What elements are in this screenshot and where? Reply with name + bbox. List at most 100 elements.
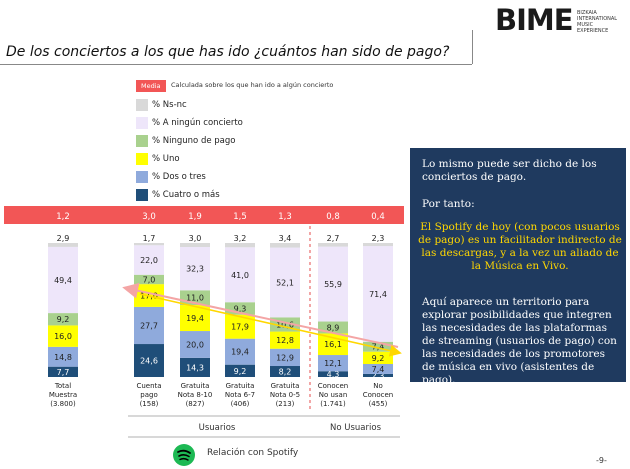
trend-arrow-red bbox=[122, 282, 399, 348]
relation-label: Relación con Spotify bbox=[207, 448, 299, 458]
bar-segment bbox=[270, 348, 300, 367]
media-tag: Media bbox=[136, 80, 166, 92]
panel-paragraph-4: Aquí aparece un territorio para explorar… bbox=[422, 296, 617, 386]
bar-value-label: 19,4 bbox=[231, 348, 249, 357]
bar-segment bbox=[48, 346, 78, 367]
bar-value-label: 9,3 bbox=[234, 304, 247, 313]
bar-segment bbox=[363, 364, 393, 374]
bar-segment bbox=[270, 243, 300, 248]
logo-text: BIME bbox=[495, 3, 574, 37]
bar-segment bbox=[225, 364, 255, 377]
group-label: Usuarios bbox=[199, 423, 236, 433]
category-label: (827) bbox=[186, 400, 205, 408]
bar-segment bbox=[270, 366, 300, 377]
bar-value-label: 49,4 bbox=[54, 276, 72, 285]
bime-logo: BIME BIZKAIA INTERNATIONAL MUSIC EXPERIE… bbox=[495, 5, 625, 35]
bar-value-label: 10,6 bbox=[276, 320, 294, 329]
panel-highlight: El Spotify de hoy (con pocos usuarios de… bbox=[418, 221, 622, 272]
bar-segment bbox=[363, 243, 393, 247]
bar-value-label: 22,0 bbox=[140, 256, 158, 265]
bar-value-label: 8,2 bbox=[279, 368, 292, 377]
bar-segment bbox=[180, 331, 210, 358]
category-label: pago bbox=[140, 391, 157, 399]
bar-value-label: 3,4 bbox=[279, 234, 292, 243]
bar-segment bbox=[318, 371, 348, 377]
bar-segment bbox=[225, 314, 255, 339]
legend-label: % Cuatro o más bbox=[152, 190, 220, 200]
bar-value-label: 32,3 bbox=[186, 265, 204, 274]
bar-segment bbox=[48, 325, 78, 347]
bar-segment bbox=[48, 313, 78, 326]
title-underline bbox=[0, 64, 472, 65]
bar-value-label: 24,6 bbox=[140, 357, 158, 366]
bar-value-label: 20,0 bbox=[186, 340, 204, 349]
media-value: 1,2 bbox=[56, 212, 70, 222]
category-label: (1.741) bbox=[320, 400, 346, 408]
bar-value-label: 2,9 bbox=[57, 234, 70, 243]
page-number: -9- bbox=[596, 456, 607, 465]
media-value: 3,0 bbox=[142, 212, 156, 222]
media-band bbox=[4, 206, 404, 224]
bar-segment bbox=[134, 274, 164, 285]
bar-value-label: 9,2 bbox=[372, 354, 385, 363]
legend-label: % Dos o tres bbox=[152, 172, 206, 182]
legend-swatch bbox=[136, 153, 148, 165]
bar-value-label: 2,3 bbox=[372, 371, 385, 380]
bar-segment bbox=[180, 247, 210, 291]
commentary-panel: Lo mismo puede ser dicho de los conciert… bbox=[410, 148, 626, 386]
bar-segment bbox=[363, 351, 393, 365]
media-value: 0,4 bbox=[371, 212, 385, 222]
category-label: Gratuita bbox=[271, 382, 300, 390]
bar-value-label: 12,9 bbox=[276, 353, 294, 362]
bar-value-label: 52,1 bbox=[276, 278, 294, 287]
bar-value-label: 71,4 bbox=[369, 290, 387, 299]
legend-label: % A ningún concierto bbox=[152, 118, 243, 128]
bar-segment bbox=[48, 243, 78, 247]
category-label: Conocen bbox=[318, 382, 348, 390]
bar-value-label: 14,3 bbox=[186, 363, 204, 372]
category-label: Gratuita bbox=[181, 382, 210, 390]
logo-subtitle: BIZKAIA INTERNATIONAL MUSIC EXPERIENCE bbox=[577, 10, 618, 34]
bar-segment bbox=[363, 373, 393, 377]
bar-value-label: 16,0 bbox=[54, 332, 72, 341]
legend-swatch bbox=[136, 99, 148, 111]
media-note: Calculada sobre los que han ido a algún … bbox=[171, 81, 334, 89]
bar-value-label: 8,9 bbox=[327, 323, 340, 332]
media-value: 0,8 bbox=[326, 212, 340, 222]
category-label: Nota 0-5 bbox=[270, 391, 300, 399]
bar-value-label: 2,3 bbox=[372, 234, 385, 243]
bar-segment bbox=[318, 321, 348, 334]
bar-segment bbox=[318, 243, 348, 247]
bar-value-label: 3,2 bbox=[234, 234, 247, 243]
bar-value-label: 27,7 bbox=[140, 321, 158, 330]
bar-value-label: 12,8 bbox=[276, 336, 294, 345]
spotify-icon-wave bbox=[177, 449, 191, 454]
bar-value-label: 9,2 bbox=[234, 367, 247, 376]
category-label: (158) bbox=[140, 400, 159, 408]
bar-value-label: 19,4 bbox=[186, 314, 204, 323]
title-rule-vertical bbox=[472, 30, 473, 64]
bar-value-label: 55,9 bbox=[324, 280, 342, 289]
legend-swatch bbox=[136, 117, 148, 129]
category-label: Muestra bbox=[49, 391, 77, 399]
bar-segment bbox=[363, 246, 393, 342]
legend-swatch bbox=[136, 171, 148, 183]
spotify-icon-wave bbox=[178, 454, 190, 458]
bar-segment bbox=[134, 344, 164, 377]
spotify-icon-wave bbox=[179, 457, 189, 461]
category-label: Nota 8-10 bbox=[178, 391, 213, 399]
bar-segment bbox=[225, 243, 255, 248]
legend-swatch bbox=[136, 135, 148, 147]
bar-value-label: 7,0 bbox=[143, 275, 156, 284]
bar-value-label: 14,8 bbox=[54, 353, 72, 362]
bar-value-label: 4,3 bbox=[327, 370, 340, 379]
bar-segment bbox=[180, 243, 210, 248]
bar-value-label: 12,1 bbox=[324, 359, 342, 368]
bar-value-label: 7,7 bbox=[57, 368, 70, 377]
category-label: Conocen bbox=[363, 391, 393, 399]
bar-segment bbox=[270, 247, 300, 318]
category-label: (213) bbox=[276, 400, 295, 408]
category-label: Cuenta bbox=[136, 382, 161, 390]
page-title: De los conciertos a los que has ido ¿cuá… bbox=[6, 44, 450, 60]
